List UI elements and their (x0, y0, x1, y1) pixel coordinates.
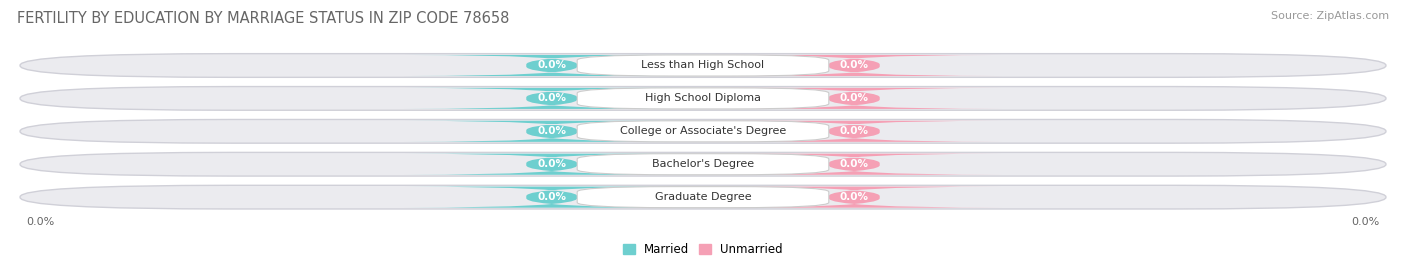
Text: Source: ZipAtlas.com: Source: ZipAtlas.com (1271, 11, 1389, 21)
Text: 0.0%: 0.0% (839, 159, 869, 169)
FancyBboxPatch shape (707, 121, 1001, 142)
Text: 0.0%: 0.0% (537, 159, 567, 169)
FancyBboxPatch shape (707, 55, 1001, 76)
Text: FERTILITY BY EDUCATION BY MARRIAGE STATUS IN ZIP CODE 78658: FERTILITY BY EDUCATION BY MARRIAGE STATU… (17, 11, 509, 26)
FancyBboxPatch shape (20, 54, 1386, 77)
FancyBboxPatch shape (405, 187, 699, 208)
FancyBboxPatch shape (20, 152, 1386, 176)
Text: 0.0%: 0.0% (537, 126, 567, 136)
FancyBboxPatch shape (405, 88, 699, 109)
Text: 0.0%: 0.0% (537, 94, 567, 103)
Text: 0.0%: 0.0% (537, 61, 567, 70)
Text: 0.0%: 0.0% (839, 126, 869, 136)
FancyBboxPatch shape (578, 55, 828, 76)
Text: Graduate Degree: Graduate Degree (655, 192, 751, 202)
FancyBboxPatch shape (20, 120, 1386, 143)
FancyBboxPatch shape (578, 187, 828, 208)
FancyBboxPatch shape (578, 154, 828, 175)
Text: Bachelor's Degree: Bachelor's Degree (652, 159, 754, 169)
FancyBboxPatch shape (578, 121, 828, 142)
Text: Less than High School: Less than High School (641, 61, 765, 70)
Legend: Married, Unmarried: Married, Unmarried (619, 238, 787, 260)
FancyBboxPatch shape (405, 55, 699, 76)
FancyBboxPatch shape (20, 87, 1386, 110)
Text: College or Associate's Degree: College or Associate's Degree (620, 126, 786, 136)
Text: 0.0%: 0.0% (839, 94, 869, 103)
Text: 0.0%: 0.0% (839, 192, 869, 202)
FancyBboxPatch shape (707, 187, 1001, 208)
FancyBboxPatch shape (578, 88, 828, 109)
Text: 0.0%: 0.0% (27, 217, 55, 227)
FancyBboxPatch shape (405, 121, 699, 142)
Text: 0.0%: 0.0% (1351, 217, 1379, 227)
FancyBboxPatch shape (405, 154, 699, 175)
Text: 0.0%: 0.0% (537, 192, 567, 202)
FancyBboxPatch shape (20, 185, 1386, 209)
Text: 0.0%: 0.0% (839, 61, 869, 70)
FancyBboxPatch shape (707, 154, 1001, 175)
Text: High School Diploma: High School Diploma (645, 94, 761, 103)
FancyBboxPatch shape (707, 88, 1001, 109)
